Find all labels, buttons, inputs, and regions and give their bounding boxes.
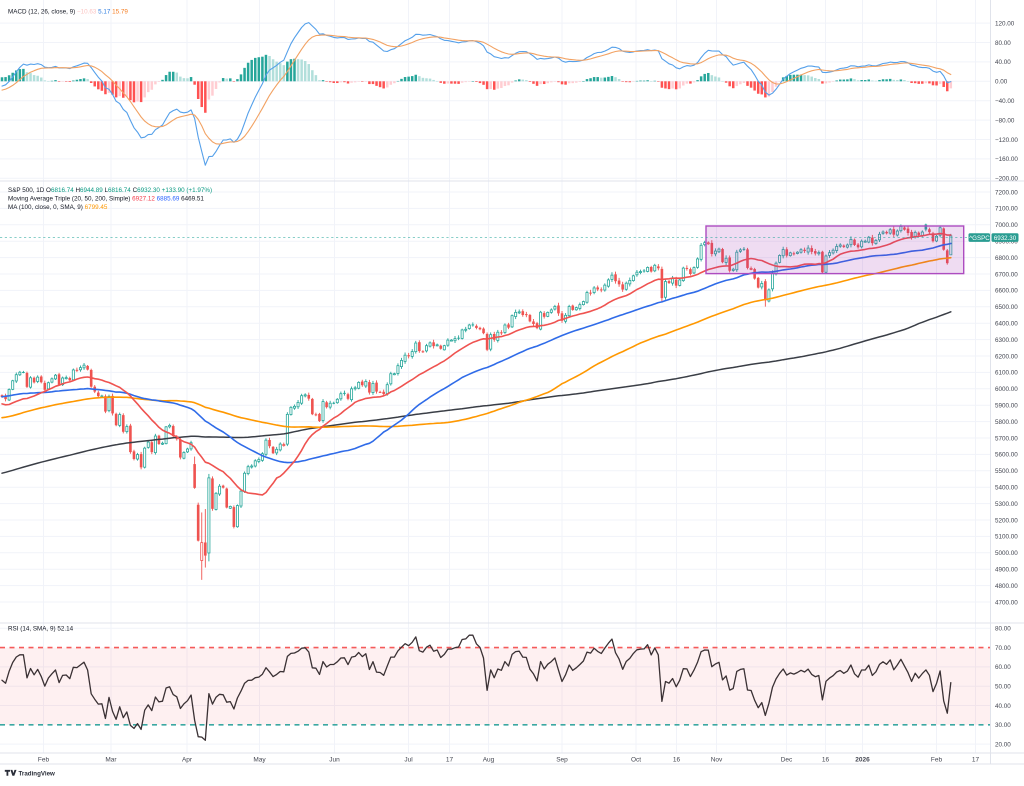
svg-text:17: 17 [446,757,454,764]
svg-text:Sep: Sep [556,757,568,764]
svg-text:Feb: Feb [38,757,50,764]
svg-text:5700.00: 5700.00 [995,435,1018,442]
svg-text:60.00: 60.00 [995,664,1011,671]
svg-text:120.00: 120.00 [995,20,1015,27]
svg-text:5200.00: 5200.00 [995,517,1018,524]
svg-text:5400.00: 5400.00 [995,485,1018,492]
svg-text:6600.00: 6600.00 [995,288,1018,295]
svg-text:Nov: Nov [711,757,723,764]
svg-text:5800.00: 5800.00 [995,419,1018,426]
svg-text:−80.00: −80.00 [995,117,1015,124]
svg-text:40.00: 40.00 [995,703,1011,710]
svg-text:6200.00: 6200.00 [995,353,1018,360]
svg-text:Moving Average Triple (20, 50,: Moving Average Triple (20, 50, 200, Simp… [8,195,204,202]
svg-text:Dec: Dec [781,757,793,764]
svg-text:20.00: 20.00 [995,741,1011,748]
svg-text:6000.00: 6000.00 [995,386,1018,393]
svg-text:2026: 2026 [855,757,870,764]
svg-text:0.00: 0.00 [995,79,1008,86]
svg-text:40.00: 40.00 [995,59,1011,66]
svg-text:17: 17 [972,757,980,764]
svg-text:30.00: 30.00 [995,722,1011,729]
svg-text:Feb: Feb [931,757,943,764]
svg-text:5000.00: 5000.00 [995,550,1018,557]
svg-text:6500.00: 6500.00 [995,304,1018,311]
svg-text:5100.00: 5100.00 [995,534,1018,541]
svg-text:6932.30: 6932.30 [994,235,1017,242]
svg-text:5600.00: 5600.00 [995,452,1018,459]
svg-text:80.00: 80.00 [995,40,1011,47]
svg-text:^GSPC: ^GSPC [969,235,990,242]
svg-text:−160.00: −160.00 [995,156,1018,163]
svg-text:70.00: 70.00 [995,645,1011,652]
svg-text:5900.00: 5900.00 [995,403,1018,410]
svg-text:Aug: Aug [483,757,495,764]
svg-text:6100.00: 6100.00 [995,370,1018,377]
svg-text:RSI (14, SMA, 9) 52.14: RSI (14, SMA, 9) 52.14 [8,626,74,633]
svg-text:S&P 500, 1D O6816.74 H6944.89: S&P 500, 1D O6816.74 H6944.89 L6816.74 C… [8,187,212,194]
svg-text:16: 16 [673,757,681,764]
svg-text:Mar: Mar [105,757,117,764]
svg-text:May: May [253,757,266,764]
svg-text:7200.00: 7200.00 [995,189,1018,196]
svg-text:4700.00: 4700.00 [995,599,1018,606]
svg-text:Oct: Oct [631,757,641,764]
svg-text:6300.00: 6300.00 [995,337,1018,344]
svg-text:MA (100, close, 0, SMA, 9) 679: MA (100, close, 0, SMA, 9) 6799.45 [8,204,108,211]
svg-text:7000.00: 7000.00 [995,222,1018,229]
svg-text:6700.00: 6700.00 [995,271,1018,278]
svg-text:TradingView: TradingView [19,770,56,777]
svg-text:5300.00: 5300.00 [995,501,1018,508]
svg-text:5500.00: 5500.00 [995,468,1018,475]
svg-text:80.00: 80.00 [995,626,1011,633]
svg-text:Jul: Jul [404,757,413,764]
svg-text:−120.00: −120.00 [995,137,1018,144]
svg-text:6900.00: 6900.00 [995,239,1018,246]
svg-text:6800.00: 6800.00 [995,255,1018,262]
svg-text:6400.00: 6400.00 [995,321,1018,328]
svg-text:50.00: 50.00 [995,684,1011,691]
svg-text:4800.00: 4800.00 [995,583,1018,590]
svg-text:4900.00: 4900.00 [995,567,1018,574]
svg-text:Apr: Apr [182,757,193,764]
svg-text:−200.00: −200.00 [995,176,1018,183]
svg-text:Jun: Jun [329,757,340,764]
svg-text:7100.00: 7100.00 [995,206,1018,213]
svg-text:16: 16 [822,757,830,764]
svg-text:−40.00: −40.00 [995,98,1015,105]
svg-text:MACD (12, 26, close, 9) −10.63: MACD (12, 26, close, 9) −10.63 5.17 15.7… [8,9,128,16]
